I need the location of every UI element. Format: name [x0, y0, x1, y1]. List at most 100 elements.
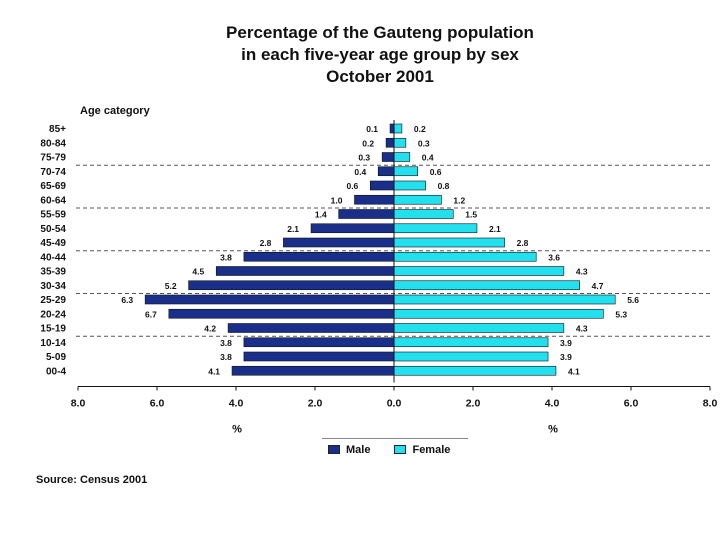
bar-female: [393, 194, 442, 205]
bar-male: [389, 123, 395, 134]
data-label-male: 3.8: [220, 252, 232, 262]
category-label: 00-4: [46, 366, 66, 377]
legend-label-female: Female: [412, 443, 451, 456]
data-label-female: 2.8: [517, 238, 529, 248]
x-axis-title-left: %: [232, 424, 242, 436]
data-label-female: 4.1: [568, 366, 580, 376]
data-label-male: 2.8: [260, 238, 272, 248]
x-tick-label: 8.0: [71, 398, 86, 410]
legend-item-female: Female: [394, 444, 450, 456]
x-axis-title-right: %: [548, 424, 558, 436]
x-tick-label: 4.0: [545, 398, 560, 410]
bar-female: [393, 152, 411, 162]
bar-male: [231, 365, 395, 376]
bar-female: [393, 223, 478, 234]
chart-title-line-2: in each five-year age group by sex: [241, 45, 519, 64]
category-label: 25-29: [40, 295, 66, 306]
x-tick-label: 2.0: [466, 398, 481, 410]
category-label: 70-74: [40, 167, 66, 178]
category-label: 30-34: [40, 281, 66, 292]
bar-male: [215, 266, 395, 276]
y-axis-title: Age category: [80, 105, 151, 117]
bar-male: [381, 152, 395, 162]
bar-male: [283, 237, 395, 248]
bar-female: [393, 123, 403, 134]
data-label-female: 5.3: [615, 309, 627, 319]
category-label: 50-54: [40, 224, 66, 235]
data-label-male: 0.2: [362, 138, 374, 148]
bar-female: [393, 280, 580, 291]
data-label-female: 1.5: [465, 210, 477, 220]
bar-female: [393, 137, 407, 148]
data-label-male: 4.2: [204, 324, 216, 334]
legend-label-male: Male: [346, 443, 371, 456]
bar-male: [168, 308, 395, 319]
data-label-female: 4.7: [592, 281, 604, 291]
data-label-female: 0.2: [414, 124, 426, 134]
bar-male: [227, 323, 395, 333]
legend-item-male: Male: [328, 444, 370, 456]
data-label-male: 6.3: [121, 295, 133, 305]
x-tick-label: 0.0: [387, 398, 402, 410]
data-label-male: 3.8: [220, 338, 232, 348]
data-label-female: 3.9: [560, 352, 572, 362]
data-label-female: 0.6: [430, 167, 442, 177]
bar-male: [243, 337, 395, 348]
chart-legend: Male Female: [322, 438, 468, 460]
data-label-male: 6.7: [145, 309, 157, 319]
bar-female: [393, 323, 565, 333]
category-label: 75-79: [40, 153, 66, 164]
bar-male: [354, 194, 395, 205]
data-label-male: 5.2: [165, 281, 177, 291]
bar-female: [393, 351, 549, 362]
category-label: 85+: [49, 124, 66, 135]
x-tick-label: 6.0: [624, 398, 639, 410]
bar-male: [310, 223, 395, 234]
category-label: 15-19: [40, 324, 66, 335]
category-label: 35-39: [40, 267, 66, 278]
bar-male: [338, 209, 395, 219]
bar-female: [393, 365, 557, 376]
data-label-female: 4.3: [576, 324, 588, 334]
source-note: Source: Census 2001: [36, 474, 148, 486]
chart-title-line-1: Percentage of the Gauteng population: [226, 23, 534, 42]
bar-male: [188, 280, 395, 291]
data-label-male: 0.4: [354, 167, 366, 177]
data-label-female: 3.6: [548, 252, 560, 262]
category-label: 40-44: [40, 252, 66, 263]
legend-swatch-female: [394, 445, 407, 454]
category-label: 55-59: [40, 210, 66, 221]
bar-male: [377, 166, 395, 177]
data-label-female: 5.6: [627, 295, 639, 305]
bar-female: [393, 166, 419, 177]
x-tick-label: 8.0: [703, 398, 718, 410]
category-label: 20-24: [40, 309, 66, 320]
data-label-male: 0.3: [358, 153, 370, 163]
legend-swatch-male: [328, 445, 340, 454]
bar-male: [369, 180, 395, 191]
bar-male: [243, 351, 395, 362]
category-label: 80-84: [40, 138, 66, 149]
data-label-female: 1.2: [453, 195, 465, 205]
x-tick-label: 6.0: [150, 398, 165, 410]
data-label-female: 4.3: [576, 267, 588, 277]
category-label: 5-09: [46, 352, 66, 363]
data-label-female: 0.3: [418, 138, 430, 148]
chart-title-line-3: October 2001: [326, 67, 434, 86]
bar-female: [393, 209, 454, 219]
data-label-male: 2.1: [287, 224, 299, 234]
bar-female: [393, 308, 604, 319]
category-label: 10-14: [40, 338, 66, 349]
data-label-male: 0.1: [366, 124, 378, 134]
bar-male: [243, 251, 395, 262]
bar-female: [393, 294, 616, 305]
data-label-male: 4.1: [208, 366, 220, 376]
bar-female: [393, 251, 537, 262]
bar-female: [393, 180, 426, 191]
data-label-male: 3.8: [220, 352, 232, 362]
bar-female: [393, 337, 549, 348]
category-label: 65-69: [40, 181, 66, 192]
data-label-male: 0.6: [346, 181, 358, 191]
data-label-male: 1.0: [331, 195, 343, 205]
